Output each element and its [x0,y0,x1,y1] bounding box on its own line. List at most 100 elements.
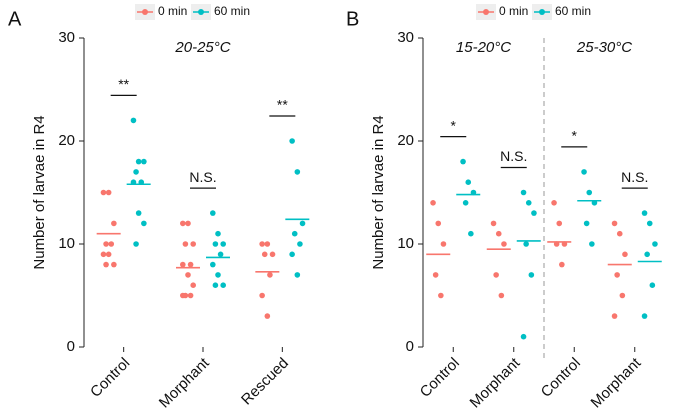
data-point [182,241,189,247]
panel-label: A [8,8,22,30]
panel-title: 15-20°C [456,39,511,56]
data-point [523,241,529,247]
legend-key [142,9,148,15]
legend-key [198,9,204,15]
y-tick-label: 10 [58,235,75,252]
data-point [501,241,507,247]
x-tick-label: Morphant [588,354,645,411]
data-point [133,169,139,175]
data-point [180,220,186,227]
data-point [299,220,306,227]
data-point [297,241,303,247]
data-point [460,158,466,165]
significance-label: ** [118,76,129,92]
data-point [212,241,219,247]
data-point [551,200,557,206]
data-point [269,251,276,258]
legend-label: 60 min [214,4,250,18]
data-point [611,313,618,319]
y-tick-label: 30 [58,29,75,46]
data-point [100,251,107,258]
data-point [559,261,565,268]
data-point [614,272,620,278]
y-tick-label: 20 [397,132,414,149]
data-point [141,220,147,227]
data-point [641,210,648,216]
significance-label: * [451,117,457,133]
significance-label: N.S. [500,148,527,164]
data-point [185,220,191,227]
significance-label: * [572,128,578,144]
data-point [215,230,221,237]
data-point [646,220,653,227]
data-point [220,282,226,289]
x-tick-label: Control [538,355,584,401]
data-point [210,261,216,268]
data-point [264,241,271,247]
data-point [261,251,268,258]
panel-title: 20-25°C [174,39,230,56]
data-point [141,158,147,165]
data-point [185,272,191,278]
data-point [520,189,527,196]
data-point [641,313,648,319]
y-tick-label: 0 [67,338,75,355]
y-tick-label: 30 [397,29,414,46]
data-point [108,241,115,247]
panel-title: 25-30°C [576,39,632,56]
data-point [289,251,295,258]
data-point [649,282,656,289]
data-point [294,272,301,278]
data-point [493,272,499,278]
data-point [520,333,527,340]
data-point [212,282,219,289]
data-point [583,220,590,227]
data-point [462,200,469,206]
data-point [468,230,474,237]
data-point [187,292,194,299]
legend-label: 0 min [499,4,528,18]
y-tick-label: 10 [397,235,414,252]
data-point [644,251,650,258]
data-point [291,230,298,237]
data-point [210,210,216,216]
data-point [103,241,109,247]
significance-label: N.S. [621,169,648,185]
x-tick-label: Control [417,355,463,401]
data-point [438,292,444,299]
data-point [105,189,112,196]
legend-label: 0 min [158,4,187,18]
data-point [259,292,265,299]
data-point [586,189,593,196]
data-point [531,210,537,216]
data-point [490,220,497,227]
data-point [465,179,472,185]
data-point [135,210,142,216]
data-point [130,117,137,124]
data-point [589,241,595,247]
data-point [133,241,139,247]
data-point [217,251,224,258]
data-point [190,241,196,247]
significance-label: N.S. [189,169,216,185]
data-point [611,220,618,227]
data-point [190,282,196,289]
data-point [267,272,273,278]
significance-label: ** [277,97,288,113]
data-point [103,261,109,268]
data-point [435,220,442,227]
data-point [432,272,439,278]
data-point [187,261,194,268]
y-axis-label: Number of larvae in R4 [31,115,48,269]
data-point [498,292,505,299]
y-tick-label: 20 [58,132,75,149]
data-point [111,220,117,227]
data-point [440,241,447,247]
data-point [528,272,535,278]
x-tick-label: Rescued [238,355,292,409]
data-point [652,241,658,247]
data-point [105,251,112,258]
panel-label: B [346,8,359,30]
x-tick-label: Morphant [467,354,524,411]
